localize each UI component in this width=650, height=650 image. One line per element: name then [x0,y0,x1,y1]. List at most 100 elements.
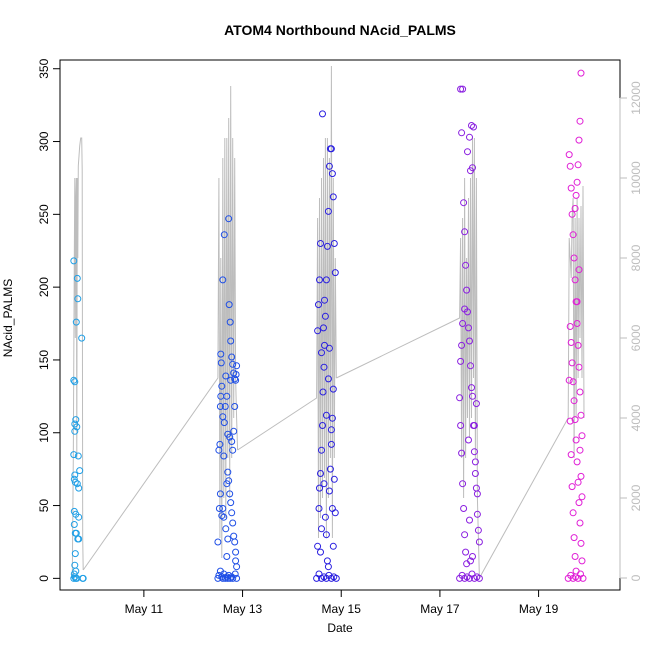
data-point [228,438,236,445]
data-point [231,538,239,546]
y2-tick-label: 12000 [629,81,643,115]
x-tick-label: May 11 [125,602,164,616]
data-point [577,69,585,77]
data-point [315,301,322,309]
data-point [216,440,224,448]
data-point [322,531,330,539]
data-point [461,531,469,539]
y-tick-label: 300 [37,131,51,151]
data-point [216,490,224,498]
data-point [228,509,236,517]
data-point [579,574,587,582]
data-point [323,242,331,250]
data-point [75,535,83,543]
data-point [316,484,323,492]
data-point [577,539,585,547]
altitude-line-2 [237,65,337,539]
points-layer [70,69,587,582]
x-axis-label: Date [327,621,353,635]
data-point [319,110,326,118]
data-point [470,448,478,456]
data-point [328,170,336,178]
data-point [319,422,326,429]
altitude-layer [71,65,585,579]
data-point [323,557,331,565]
data-point [233,563,241,571]
data-point [571,553,579,560]
data-point [71,478,79,486]
altitude-line-1 [82,85,239,571]
data-point [329,385,337,393]
data-point [70,574,78,582]
data-point [227,376,235,384]
data-point [576,117,584,125]
data-point [568,483,576,491]
x-axis: May 11 May 13 May 15 May 17 May 19 [125,589,559,616]
data-point [327,440,335,448]
data-point [565,151,573,159]
data-point [473,510,481,518]
data-point [574,478,582,486]
data-point [327,145,335,153]
data-point [573,178,581,186]
data-point [229,446,237,454]
data-point [461,228,469,236]
data-point [214,574,222,582]
data-point [75,484,83,492]
data-point [70,376,78,384]
plot-frame [59,59,621,591]
data-point [226,490,234,498]
data-point [459,85,467,93]
data-point [322,276,330,284]
data-point [230,532,238,540]
data-point [458,341,466,349]
data-point [72,318,80,326]
data-point [576,519,584,527]
y2-tick-label: 10000 [629,161,643,195]
data-point [217,359,225,367]
data-point [459,320,467,327]
data-point [326,465,334,473]
data-point [572,436,580,444]
data-point [325,162,333,170]
y-tick-label: 200 [37,277,51,297]
data-point [577,472,585,480]
data-point [321,296,328,304]
data-point [324,375,332,383]
data-point [219,505,227,512]
data-point [224,468,232,476]
data-point [221,403,229,410]
data-point [566,162,574,170]
data-point [467,557,474,565]
data-point [577,411,585,419]
data-point [233,362,241,370]
data-point [216,403,224,410]
data-point [573,458,581,466]
data-point [72,416,80,424]
data-point [458,129,466,137]
data-point [462,548,470,556]
data-point [226,433,234,441]
data-point [325,344,333,352]
data-point [467,167,474,175]
data-point [318,446,325,454]
data-point [575,499,583,507]
chart-title: ATOM4 Northbound NAcid_PALMS [224,22,456,38]
data-point [223,392,231,400]
data-point [571,276,579,284]
y-tick-label: 250 [37,204,51,224]
data-point [576,388,584,396]
data-point [73,423,81,431]
data-point [460,199,468,207]
y-tick-label: 0 [37,575,51,582]
data-point [317,240,324,247]
data-point [75,513,83,521]
data-point [328,505,336,512]
data-point [457,357,465,365]
data-point [223,480,231,488]
data-point [314,542,322,550]
data-point [464,148,471,156]
data-point [222,525,230,533]
data-point [332,574,340,582]
